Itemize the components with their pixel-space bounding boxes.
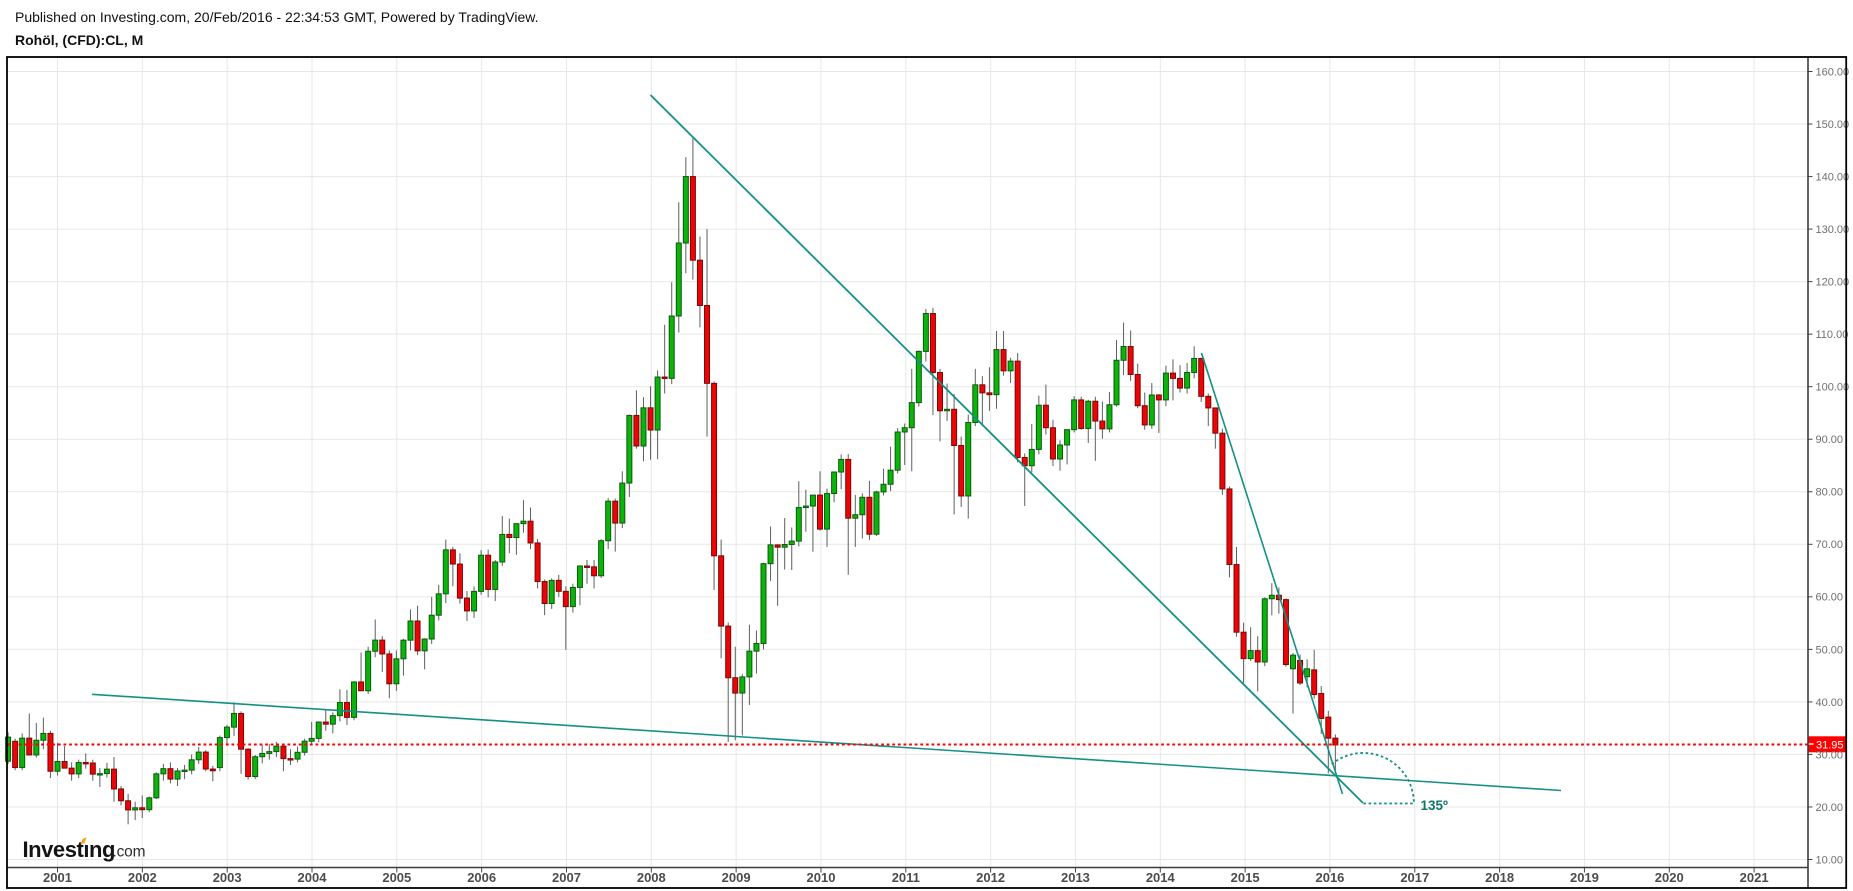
svg-text:2004: 2004 (298, 870, 328, 885)
svg-text:2008: 2008 (637, 870, 666, 885)
svg-text:2011: 2011 (892, 870, 920, 885)
svg-text:40.00: 40.00 (1816, 697, 1844, 709)
svg-text:Investıng: Investıng (23, 837, 116, 862)
svg-text:2007: 2007 (552, 870, 581, 885)
svg-text:20.00: 20.00 (1816, 802, 1844, 814)
svg-text:50.00: 50.00 (1816, 644, 1844, 656)
svg-text:2018: 2018 (1485, 870, 1514, 885)
svg-text:100.00: 100.00 (1816, 382, 1850, 394)
svg-text:90.00: 90.00 (1816, 434, 1844, 446)
svg-text:2017: 2017 (1400, 870, 1429, 885)
svg-text:70.00: 70.00 (1816, 539, 1844, 551)
svg-text:2002: 2002 (128, 870, 157, 885)
svg-text:160.00: 160.00 (1816, 66, 1850, 78)
svg-text:2009: 2009 (722, 870, 751, 885)
svg-text:135º: 135º (1421, 798, 1449, 813)
svg-text:2003: 2003 (213, 870, 242, 885)
svg-text:60.00: 60.00 (1816, 592, 1844, 604)
svg-text:2005: 2005 (382, 870, 411, 885)
svg-text:120.00: 120.00 (1816, 277, 1850, 289)
svg-text:140.00: 140.00 (1816, 171, 1850, 183)
svg-text:2010: 2010 (807, 870, 836, 885)
svg-text:2013: 2013 (1061, 870, 1090, 885)
svg-text:2021: 2021 (1740, 870, 1769, 885)
svg-text:80.00: 80.00 (1816, 487, 1844, 499)
svg-text:2015: 2015 (1231, 870, 1260, 885)
svg-text:31.95: 31.95 (1816, 739, 1844, 751)
svg-text:2001: 2001 (43, 870, 72, 885)
svg-text:2019: 2019 (1570, 870, 1599, 885)
svg-text:30.00: 30.00 (1816, 749, 1844, 761)
svg-text:2014: 2014 (1146, 870, 1176, 885)
svg-text:2006: 2006 (467, 870, 496, 885)
svg-text:.com: .com (113, 844, 146, 861)
svg-text:2012: 2012 (976, 870, 1005, 885)
svg-text:110.00: 110.00 (1816, 329, 1849, 341)
svg-text:10.00: 10.00 (1816, 854, 1844, 866)
svg-text:2020: 2020 (1655, 870, 1684, 885)
svg-text:130.00: 130.00 (1816, 224, 1850, 236)
svg-text:2016: 2016 (1315, 870, 1344, 885)
svg-text:150.00: 150.00 (1816, 119, 1850, 131)
